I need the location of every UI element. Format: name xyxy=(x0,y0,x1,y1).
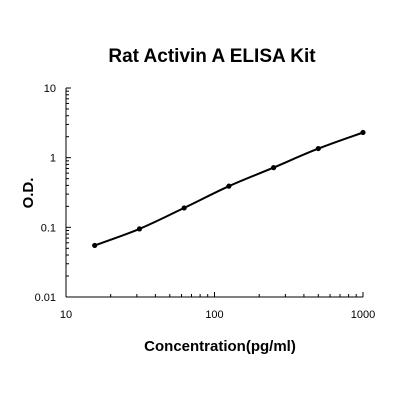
y-tick-label: 0.01 xyxy=(35,292,56,304)
x-tick-label: 100 xyxy=(205,309,223,321)
y-tick-label: 0.1 xyxy=(41,222,56,234)
data-point xyxy=(226,183,232,189)
y-tick-label: 1 xyxy=(50,153,56,165)
y-axis-label: O.D. xyxy=(20,178,37,209)
chart-title: Rat Activin A ELISA Kit xyxy=(108,46,316,67)
plot-area: 10 1 0.1 0.01 10 100 1000 xyxy=(35,83,376,321)
x-axis-label: Concentration(pg/ml) xyxy=(144,338,296,355)
fit-curve xyxy=(94,131,364,247)
data-point xyxy=(136,226,143,232)
x-tick-label: 1000 xyxy=(351,309,375,321)
data-point xyxy=(181,205,187,211)
data-point xyxy=(270,165,277,171)
x-tick-label: 10 xyxy=(60,309,72,321)
data-point xyxy=(315,145,321,152)
data-point xyxy=(92,242,98,249)
y-tick-label: 10 xyxy=(44,83,56,95)
data-point xyxy=(360,129,366,136)
